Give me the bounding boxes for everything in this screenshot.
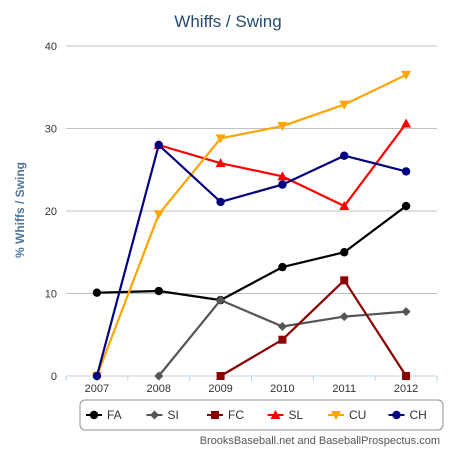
- x-tick-label: 2010: [270, 383, 294, 395]
- y-axis-label: % Whiffs / Swing: [13, 162, 27, 258]
- gridlines: [66, 45, 437, 377]
- legend-marker: [392, 410, 401, 420]
- legend-marker: [211, 411, 219, 419]
- x-tick-label: 2011: [332, 383, 356, 395]
- data-point-fc[interactable]: [402, 372, 411, 380]
- data-point-sl[interactable]: [401, 118, 412, 128]
- legend-item-si[interactable]: SI: [146, 408, 179, 422]
- y-tick-label: 30: [45, 124, 57, 136]
- y-tick-label: 0: [51, 371, 57, 383]
- x-tick-label: 2008: [147, 383, 171, 395]
- series-sl: [153, 118, 412, 211]
- data-point-cu[interactable]: [277, 122, 288, 132]
- legend-label: CU: [349, 408, 366, 422]
- data-point-cu[interactable]: [339, 100, 350, 110]
- series-fc: [216, 276, 411, 380]
- legend-box: [79, 399, 444, 431]
- series-layer: [91, 70, 412, 381]
- data-point-cu[interactable]: [401, 70, 412, 80]
- series-si: [154, 295, 411, 381]
- data-point-fa[interactable]: [278, 262, 287, 272]
- legend-item-fc[interactable]: FC: [207, 408, 244, 422]
- data-point-si[interactable]: [216, 295, 226, 305]
- legend-marker: [89, 410, 99, 420]
- data-point-fc[interactable]: [216, 372, 225, 380]
- data-point-fa[interactable]: [340, 248, 349, 257]
- data-point-ch[interactable]: [401, 167, 411, 176]
- legend-item-sl[interactable]: SL: [267, 408, 304, 422]
- data-point-sl[interactable]: [215, 158, 226, 168]
- data-point-si[interactable]: [277, 322, 287, 331]
- legend-marker: [270, 410, 281, 419]
- data-point-ch[interactable]: [278, 180, 287, 189]
- series-line-ch: [95, 143, 407, 377]
- legend[interactable]: FA SI FC SL CU CH: [79, 399, 444, 431]
- data-point-fa[interactable]: [92, 288, 102, 297]
- data-point-ch[interactable]: [154, 140, 163, 150]
- y-tick-label: 10: [45, 289, 57, 301]
- legend-label: FA: [107, 408, 122, 422]
- data-point-ch[interactable]: [216, 197, 225, 207]
- data-point-sl[interactable]: [339, 201, 350, 211]
- series-line-cu: [95, 73, 407, 377]
- y-tick-label: 40: [45, 41, 57, 53]
- data-point-cu[interactable]: [215, 134, 226, 144]
- data-point-sl[interactable]: [277, 171, 288, 181]
- data-point-si[interactable]: [154, 371, 164, 381]
- legend-item-cu[interactable]: CU: [328, 408, 366, 422]
- legend-marker: [150, 410, 159, 420]
- data-point-fc[interactable]: [278, 335, 287, 344]
- series-line-fa: [96, 205, 407, 302]
- x-tick-label: 2007: [85, 383, 109, 395]
- credit-text: BrooksBaseball.net and BaseballProspectu…: [200, 435, 440, 447]
- legend-item-ch[interactable]: CH: [388, 408, 427, 422]
- legend-label: SI: [168, 408, 179, 422]
- series-line-sl: [158, 122, 407, 208]
- data-point-fc[interactable]: [340, 276, 349, 285]
- data-point-ch[interactable]: [340, 151, 349, 160]
- data-point-si[interactable]: [339, 312, 349, 322]
- legend-label: CH: [410, 408, 427, 422]
- data-point-cu[interactable]: [153, 210, 164, 220]
- x-tick-label: 2012: [394, 383, 418, 395]
- x-tick-label: 2009: [208, 383, 232, 395]
- series-line-fc: [220, 279, 408, 377]
- legend-marker: [331, 411, 341, 420]
- data-point-ch[interactable]: [92, 371, 102, 381]
- legend-item-fa[interactable]: FA: [86, 408, 122, 422]
- y-tick-label: 20: [45, 206, 57, 218]
- series-cu: [91, 70, 412, 381]
- data-point-si[interactable]: [401, 307, 411, 317]
- chart-title: Whiffs / Swing: [174, 12, 281, 31]
- series-ch: [92, 140, 411, 381]
- data-point-fa[interactable]: [154, 286, 163, 296]
- data-point-fa[interactable]: [401, 201, 411, 211]
- legend-label: FC: [228, 408, 244, 422]
- legend-label: SL: [289, 408, 304, 422]
- axes: 0 10 20 30 40 2007 2008 2009 2010 2011 2012: [45, 41, 438, 395]
